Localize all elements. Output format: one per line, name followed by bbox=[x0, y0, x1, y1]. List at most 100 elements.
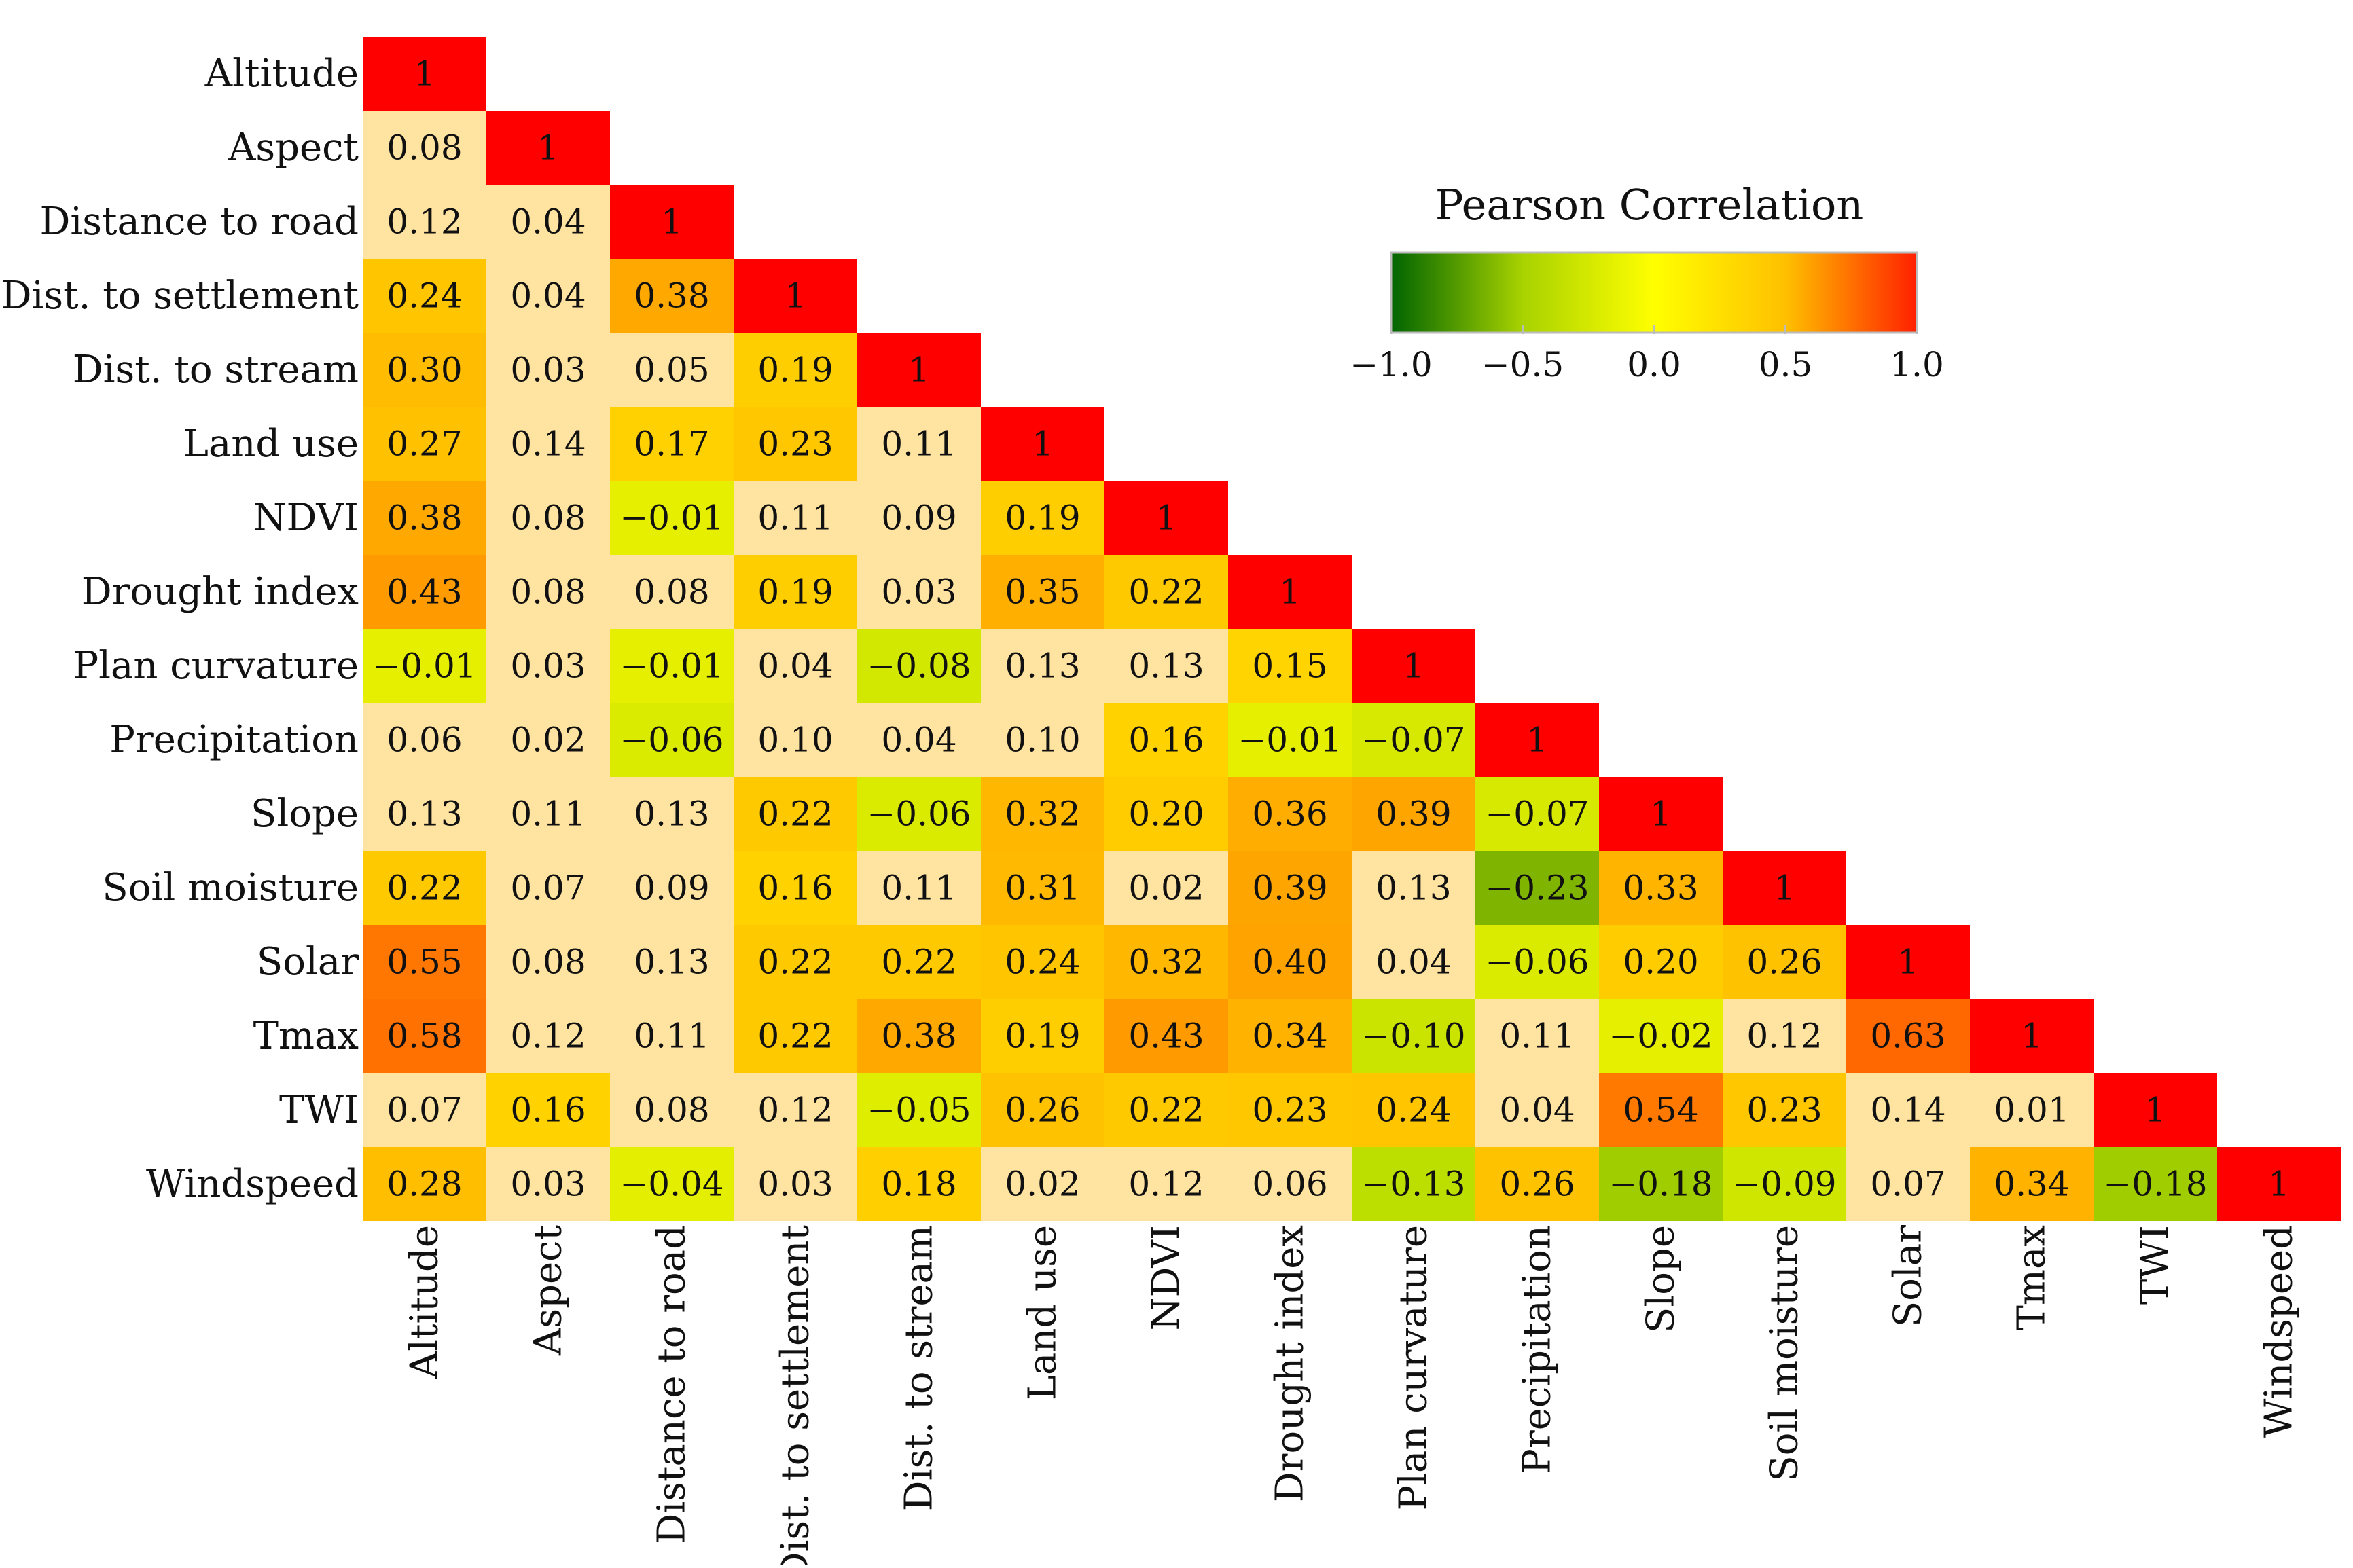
row-label-tmax: Tmax bbox=[253, 1014, 359, 1058]
cell-value-label: 1 bbox=[1897, 943, 1919, 982]
row-label-drought-index: Drought index bbox=[82, 570, 359, 614]
cell-value-label: 1 bbox=[414, 54, 435, 94]
row-label-windspeed: Windspeed bbox=[146, 1162, 359, 1206]
heatmap-cell-plan-curvature-ndvi bbox=[1104, 629, 1228, 703]
cell-value-label: 0.03 bbox=[510, 350, 586, 390]
heatmap-cell-windspeed-land-use bbox=[981, 1147, 1104, 1221]
cell-value-label: −0.08 bbox=[867, 646, 971, 686]
cell-value-label: 0.14 bbox=[1870, 1091, 1945, 1130]
cell-value-label: 0.04 bbox=[757, 646, 833, 686]
cell-value-label: 0.08 bbox=[387, 128, 462, 168]
cell-value-label: −0.05 bbox=[867, 1091, 971, 1130]
heatmap-cell-windspeed-solar bbox=[1846, 1147, 1970, 1221]
heatmap-cell-land-use-dist-to-stream bbox=[857, 407, 981, 481]
heatmap-cell-slope-plan-curvature bbox=[1352, 777, 1475, 851]
heatmap-cell-solar-soil-moisture bbox=[1723, 925, 1846, 999]
cell-value-label: 0.63 bbox=[1870, 1017, 1945, 1056]
heatmap-cell-distance-to-road-aspect bbox=[486, 185, 610, 259]
cell-value-label: 0.01 bbox=[1994, 1091, 2069, 1130]
heatmap-cell-dist-to-settlement-distance-to-road bbox=[610, 259, 734, 333]
heatmap-cell-solar-dist-to-settlement bbox=[734, 925, 857, 999]
cell-value-label: −0.01 bbox=[619, 646, 723, 686]
cell-value-label: 0.26 bbox=[1005, 1091, 1080, 1130]
heatmap-cell-distance-to-road-altitude bbox=[363, 185, 486, 259]
cell-value-label: 0.15 bbox=[1252, 646, 1327, 686]
row-label-dist-to-stream: Dist. to stream bbox=[73, 348, 359, 392]
heatmap-cell-solar-aspect bbox=[486, 925, 610, 999]
column-label-slope: Slope bbox=[1639, 1225, 1683, 1333]
heatmap-cell-twi-solar bbox=[1846, 1073, 1970, 1147]
cell-value-label: 0.12 bbox=[757, 1091, 833, 1130]
cell-value-label: −0.01 bbox=[1238, 721, 1342, 760]
heatmap-cell-tmax-dist-to-stream bbox=[857, 999, 981, 1073]
cell-value-label: 0.11 bbox=[1499, 1017, 1575, 1056]
cell-value-label: 1 bbox=[537, 128, 559, 168]
heatmap-cell-drought-index-aspect bbox=[486, 555, 610, 629]
cell-value-label: 0.13 bbox=[1005, 646, 1080, 686]
heatmap-cell-drought-index-distance-to-road bbox=[610, 555, 734, 629]
heatmap-cell-solar-drought-index bbox=[1228, 925, 1352, 999]
cell-value-label: 0.03 bbox=[881, 572, 956, 612]
cell-value-label: −0.18 bbox=[2103, 1165, 2207, 1204]
heatmap-cell-plan-curvature-dist-to-settlement bbox=[734, 629, 857, 703]
heatmap-cell-windspeed-slope bbox=[1599, 1147, 1723, 1221]
heatmap-cell-twi-ndvi bbox=[1104, 1073, 1228, 1147]
heatmap-cell-distance-to-road-distance-to-road bbox=[610, 185, 734, 259]
heatmap-cell-twi-tmax bbox=[1970, 1073, 2094, 1147]
heatmap-cell-tmax-slope bbox=[1599, 999, 1723, 1073]
cell-value-label: 0.24 bbox=[1005, 943, 1080, 982]
cell-value-label: 0.14 bbox=[510, 424, 586, 464]
cell-value-label: 0.06 bbox=[1252, 1165, 1327, 1204]
cell-value-label: 0.09 bbox=[881, 498, 956, 538]
cell-value-label: 0.02 bbox=[510, 721, 586, 760]
heatmap-cell-drought-index-drought-index bbox=[1228, 555, 1352, 629]
cell-value-label: 0.54 bbox=[1623, 1091, 1698, 1130]
cell-value-label: 0.10 bbox=[1005, 721, 1080, 760]
cell-value-label: 0.22 bbox=[1128, 1091, 1204, 1130]
heatmap-cell-slope-ndvi bbox=[1104, 777, 1228, 851]
cell-value-label: 0.23 bbox=[1746, 1091, 1822, 1130]
heatmap-cell-windspeed-aspect bbox=[486, 1147, 610, 1221]
heatmap-cell-ndvi-aspect bbox=[486, 481, 610, 555]
cell-value-label: 0.19 bbox=[1005, 1017, 1080, 1056]
column-label-dist-to-stream: Dist. to stream bbox=[897, 1225, 941, 1511]
cell-value-label: 0.13 bbox=[634, 943, 709, 982]
heatmap-cell-plan-curvature-drought-index bbox=[1228, 629, 1352, 703]
heatmap-cell-land-use-distance-to-road bbox=[610, 407, 734, 481]
heatmap-cell-altitude-altitude bbox=[363, 37, 486, 111]
cell-value-label: 0.20 bbox=[1623, 943, 1698, 982]
heatmap-cell-solar-land-use bbox=[981, 925, 1104, 999]
row-label-solar: Solar bbox=[257, 940, 359, 984]
cell-value-label: −0.06 bbox=[867, 795, 971, 834]
heatmap-cell-windspeed-soil-moisture bbox=[1723, 1147, 1846, 1221]
heatmap-cell-tmax-plan-curvature bbox=[1352, 999, 1475, 1073]
cell-value-label: 0.03 bbox=[510, 1165, 586, 1204]
heatmap-cell-twi-precipitation bbox=[1475, 1073, 1599, 1147]
cell-value-label: 0.08 bbox=[510, 943, 586, 982]
cell-value-label: −0.01 bbox=[619, 498, 723, 538]
cell-value-label: 0.23 bbox=[1252, 1091, 1327, 1130]
cell-value-label: 1 bbox=[1526, 721, 1548, 760]
heatmap-cell-slope-land-use bbox=[981, 777, 1104, 851]
heatmap-cell-solar-plan-curvature bbox=[1352, 925, 1475, 999]
cell-value-label: 0.39 bbox=[1252, 869, 1327, 908]
cell-value-label: 0.28 bbox=[387, 1165, 462, 1204]
cell-value-label: 0.58 bbox=[387, 1017, 462, 1056]
heatmap-cell-land-use-altitude bbox=[363, 407, 486, 481]
heatmap-cell-land-use-aspect bbox=[486, 407, 610, 481]
column-labels: Altitude Aspect Distance to road Dist. to s… bbox=[403, 1225, 2301, 1568]
heatmap-cell-plan-curvature-aspect bbox=[486, 629, 610, 703]
heatmap-cell-slope-dist-to-settlement bbox=[734, 777, 857, 851]
cell-value-label: 0.07 bbox=[1870, 1165, 1945, 1204]
heatmap-cell-windspeed-twi bbox=[2094, 1147, 2217, 1221]
cell-value-label: 0.04 bbox=[1376, 943, 1451, 982]
heatmap-cell-dist-to-settlement-dist-to-settlement bbox=[734, 259, 857, 333]
cell-value-label: −0.09 bbox=[1732, 1165, 1836, 1204]
heatmap-cell-precipitation-ndvi bbox=[1104, 703, 1228, 777]
heatmap-cell-windspeed-tmax bbox=[1970, 1147, 2094, 1221]
heatmap-cell-tmax-drought-index bbox=[1228, 999, 1352, 1073]
cell-value-label: 0.32 bbox=[1128, 943, 1204, 982]
row-label-aspect: Aspect bbox=[228, 126, 359, 170]
cell-value-label: 0.30 bbox=[387, 350, 462, 390]
heatmap-cell-solar-distance-to-road bbox=[610, 925, 734, 999]
